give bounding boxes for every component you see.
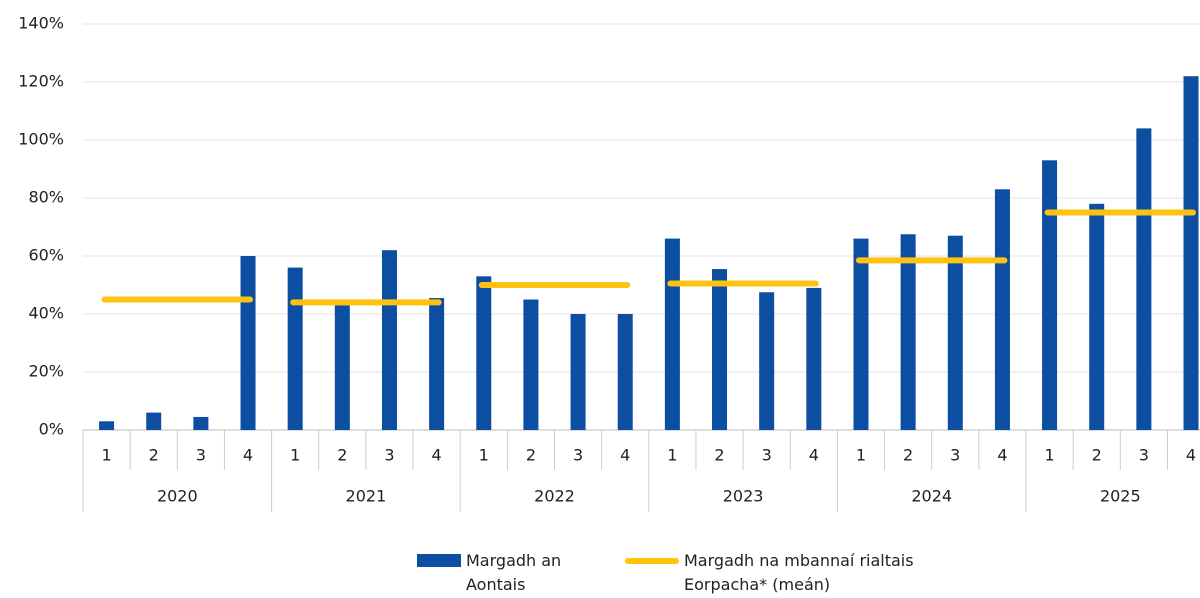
legend-label: Margadh an Aontais xyxy=(466,551,562,594)
bar xyxy=(1136,128,1152,430)
legend-label: Margadh na mbannaí rialtais Eorpacha* (m… xyxy=(684,551,914,594)
bar xyxy=(759,292,775,430)
x-tick-label: 2 xyxy=(903,446,913,465)
bar xyxy=(476,276,492,430)
y-tick-label: 100% xyxy=(18,130,64,149)
x-group-label: 2020 xyxy=(157,487,198,506)
x-tick-label: 3 xyxy=(762,446,772,465)
x-group-label: 2024 xyxy=(911,487,952,506)
x-tick-label: 1 xyxy=(101,446,111,465)
legend-swatch-line xyxy=(625,558,679,564)
x-tick-label: 4 xyxy=(1186,446,1196,465)
bar xyxy=(994,189,1010,430)
bar xyxy=(570,314,586,430)
bar xyxy=(146,412,162,430)
x-tick-label: 4 xyxy=(620,446,630,465)
x-tick-label: 1 xyxy=(290,446,300,465)
bar xyxy=(806,287,822,430)
bar xyxy=(193,416,209,430)
x-tick-label: 3 xyxy=(950,446,960,465)
x-group-label: 2022 xyxy=(534,487,575,506)
y-tick-label: 80% xyxy=(28,188,64,207)
bar xyxy=(664,238,680,430)
x-tick-label: 2 xyxy=(149,446,159,465)
bar xyxy=(381,250,397,430)
bar xyxy=(947,235,963,430)
x-tick-label: 3 xyxy=(196,446,206,465)
bar xyxy=(240,256,256,430)
x-tick-label: 2 xyxy=(526,446,536,465)
y-tick-label: 60% xyxy=(28,246,64,265)
bar xyxy=(429,298,445,430)
y-tick-label: 140% xyxy=(18,14,64,33)
bar xyxy=(1042,160,1058,431)
y-tick-label: 120% xyxy=(18,72,64,91)
bar xyxy=(334,305,350,430)
bar xyxy=(712,269,728,430)
bar xyxy=(1183,76,1199,430)
bar xyxy=(99,421,115,430)
x-group-label: 2025 xyxy=(1100,487,1141,506)
y-tick-label: 20% xyxy=(28,362,64,381)
bar xyxy=(900,234,916,430)
x-tick-label: 4 xyxy=(432,446,442,465)
x-tick-label: 3 xyxy=(1139,446,1149,465)
x-tick-label: 3 xyxy=(384,446,394,465)
x-tick-label: 2 xyxy=(1092,446,1102,465)
x-tick-label: 3 xyxy=(573,446,583,465)
y-tick-label: 0% xyxy=(39,420,64,439)
bar xyxy=(853,238,869,430)
x-tick-label: 4 xyxy=(809,446,819,465)
x-group-label: 2023 xyxy=(723,487,764,506)
x-tick-label: 4 xyxy=(243,446,253,465)
legend-swatch-bar xyxy=(417,554,461,567)
x-tick-label: 2 xyxy=(337,446,347,465)
bar xyxy=(1089,203,1105,430)
x-tick-label: 1 xyxy=(479,446,489,465)
x-tick-label: 1 xyxy=(856,446,866,465)
x-tick-label: 1 xyxy=(667,446,677,465)
bar xyxy=(287,267,303,430)
bar xyxy=(617,314,633,430)
x-tick-label: 4 xyxy=(997,446,1007,465)
x-tick-label: 2 xyxy=(714,446,724,465)
x-group-label: 2021 xyxy=(346,487,387,506)
bar xyxy=(523,299,539,430)
x-tick-label: 1 xyxy=(1044,446,1054,465)
y-tick-label: 40% xyxy=(28,304,64,323)
